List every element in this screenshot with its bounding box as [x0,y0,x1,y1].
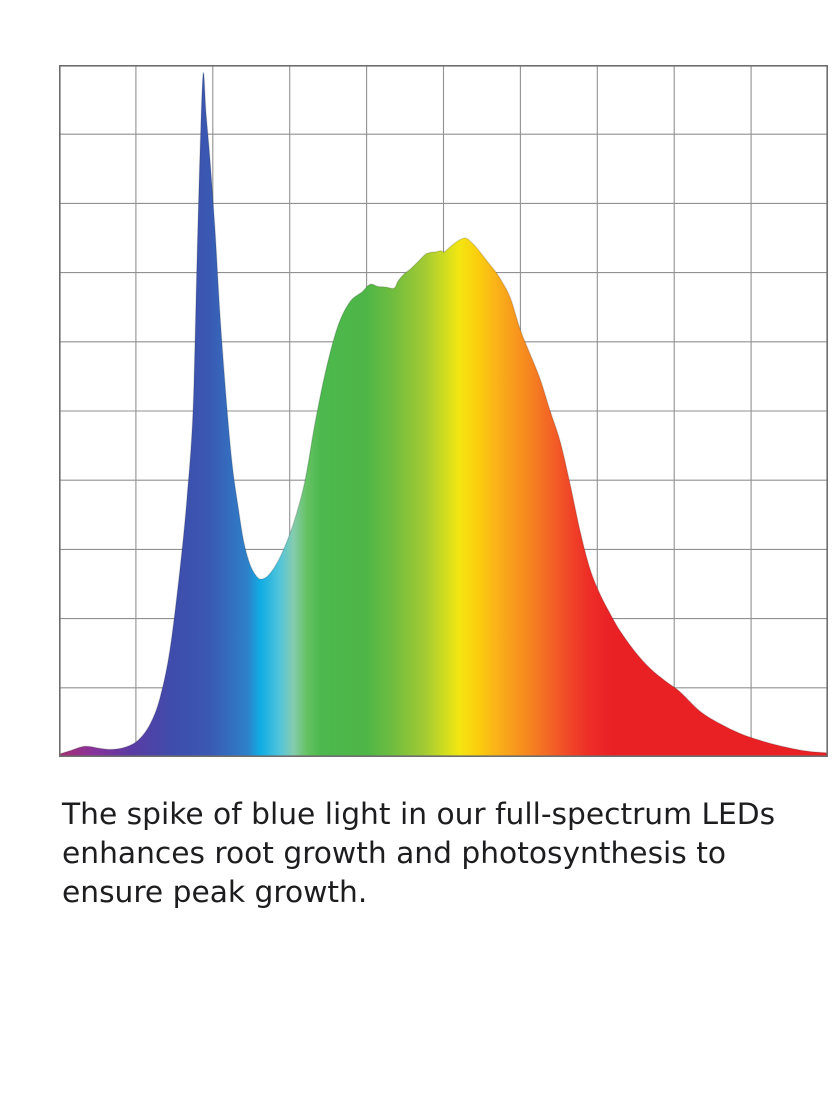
spectrum-chart [59,65,828,757]
caption-line-1: The spike of blue light in our full-spec… [62,797,776,832]
caption-text: The spike of blue light in our full-spec… [62,795,822,912]
caption-line-2: enhances root growth and photosynthesis … [62,836,726,871]
spectrum-area-fill [59,72,828,757]
caption-line-3: ensure peak growth. [62,875,368,910]
spectrum-chart-svg [59,65,828,757]
chart-frame-border [59,65,828,757]
spectrum-curve-edge [59,72,828,755]
